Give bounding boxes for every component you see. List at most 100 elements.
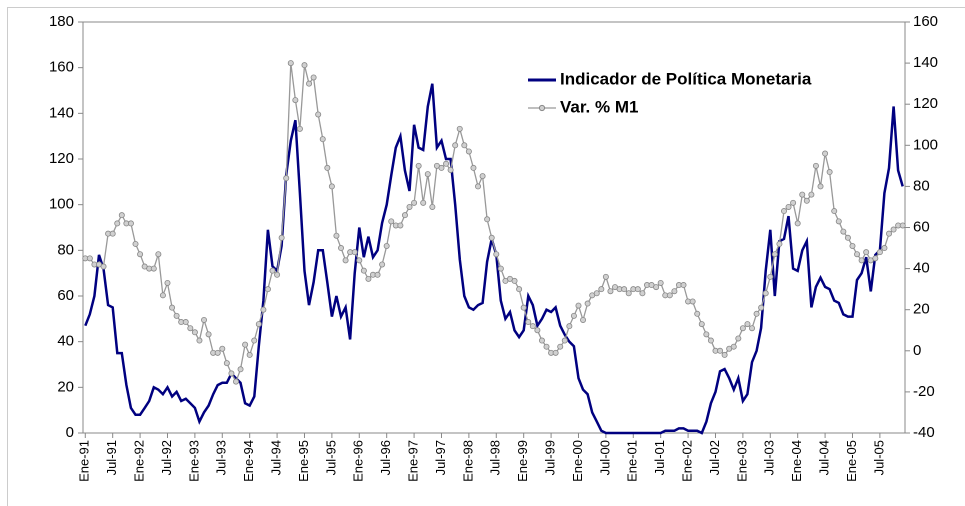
series-marker: [580, 316, 587, 323]
series-marker: [338, 245, 345, 252]
series-marker: [315, 111, 322, 118]
series-marker: [607, 288, 614, 295]
series-marker: [351, 249, 358, 256]
y-tick-label: 120: [49, 150, 74, 167]
series-marker: [739, 325, 746, 332]
series-marker: [749, 325, 756, 332]
series-marker: [424, 171, 431, 178]
series-marker: [817, 183, 824, 190]
x-tick-label: Jul-91: [104, 440, 119, 475]
x-tick-label: Ene-94: [241, 440, 256, 482]
y-tick-label: 80: [57, 241, 74, 258]
x-tick-label: Ene-97: [406, 440, 421, 482]
x-tick-label: Jul-02: [707, 440, 722, 475]
series-marker: [863, 249, 870, 256]
x-tick-label: Ene-92: [132, 440, 147, 482]
series-marker: [876, 249, 883, 256]
series-marker: [461, 142, 468, 149]
x-tick-label: Ene-93: [186, 440, 201, 482]
series-marker: [159, 292, 166, 299]
series-marker: [721, 351, 728, 358]
series-marker: [653, 284, 660, 291]
series-marker: [758, 304, 765, 311]
x-tick-label: Jul-95: [323, 440, 338, 475]
y2-tick-label: 0: [913, 342, 921, 359]
series-marker: [443, 160, 450, 167]
series-marker: [169, 304, 176, 311]
y-tick-label: 140: [49, 104, 74, 121]
x-tick-label: Jul-93: [214, 440, 229, 475]
series-marker: [570, 312, 577, 319]
series-marker: [219, 345, 226, 352]
series-marker: [886, 230, 893, 237]
series-marker: [488, 234, 495, 241]
series-marker: [420, 199, 427, 206]
series-marker: [201, 316, 208, 323]
series-marker: [552, 349, 559, 356]
x-tick-label: Ene-04: [789, 440, 804, 482]
series-marker: [516, 286, 523, 293]
series-marker: [717, 347, 724, 354]
x-tick-label: Jul-96: [378, 440, 393, 475]
series-marker: [255, 321, 262, 328]
x-tick-label: Ene-03: [734, 440, 749, 482]
series-marker: [808, 191, 815, 198]
series-marker: [529, 323, 536, 330]
series-marker: [274, 271, 281, 278]
series-marker: [840, 228, 847, 235]
series-marker: [525, 319, 532, 326]
series-marker: [849, 242, 856, 249]
series-marker: [260, 306, 267, 313]
x-tick-label: Jul-94: [269, 440, 284, 475]
series-marker: [625, 290, 632, 297]
y2-tick-label: 160: [913, 13, 938, 30]
x-tick-label: Ene-05: [844, 440, 859, 482]
series-marker: [538, 337, 545, 344]
y-tick-label: 160: [49, 59, 74, 76]
series-marker: [566, 323, 573, 330]
legend-marker: [538, 104, 546, 112]
series-marker: [854, 251, 861, 258]
series-marker: [319, 136, 326, 143]
series-marker: [707, 337, 714, 344]
series-marker: [406, 203, 413, 210]
series-marker: [780, 208, 787, 215]
x-tick-label: Jul-03: [762, 440, 777, 475]
series-marker: [150, 265, 157, 272]
series-marker: [799, 191, 806, 198]
y-tick-label: 60: [57, 287, 74, 304]
series-marker: [803, 197, 810, 204]
x-tick-label: Jul-97: [433, 440, 448, 475]
y2-tick-label: 120: [913, 95, 938, 112]
series-marker: [287, 60, 294, 67]
x-tick-label: Jul-04: [817, 440, 832, 475]
series-marker: [822, 150, 829, 157]
series-marker: [881, 245, 888, 252]
y2-tick-label: 80: [913, 177, 930, 194]
series-marker: [520, 304, 527, 311]
series-marker: [342, 257, 349, 264]
series-marker: [415, 162, 422, 169]
series-marker: [246, 351, 253, 358]
x-tick-label: Ene-96: [351, 440, 366, 482]
series-marker: [593, 290, 600, 297]
series-marker: [137, 251, 144, 258]
series-marker: [278, 234, 285, 241]
series-marker: [621, 286, 628, 293]
series-marker: [114, 220, 121, 227]
series-marker: [301, 62, 308, 69]
series-marker: [118, 212, 125, 219]
series-marker: [379, 261, 386, 268]
x-tick-label: Ene-00: [570, 440, 585, 482]
x-tick-label: Jul-92: [159, 440, 174, 475]
series-marker: [671, 288, 678, 295]
series-marker: [634, 286, 641, 293]
series-marker: [657, 279, 664, 286]
series-marker: [296, 125, 303, 132]
series-marker: [223, 360, 230, 367]
series-marker: [680, 282, 687, 289]
y2-tick-label: 20: [913, 301, 930, 318]
series-marker: [694, 310, 701, 317]
legend-label: Var. % M1: [560, 97, 638, 116]
